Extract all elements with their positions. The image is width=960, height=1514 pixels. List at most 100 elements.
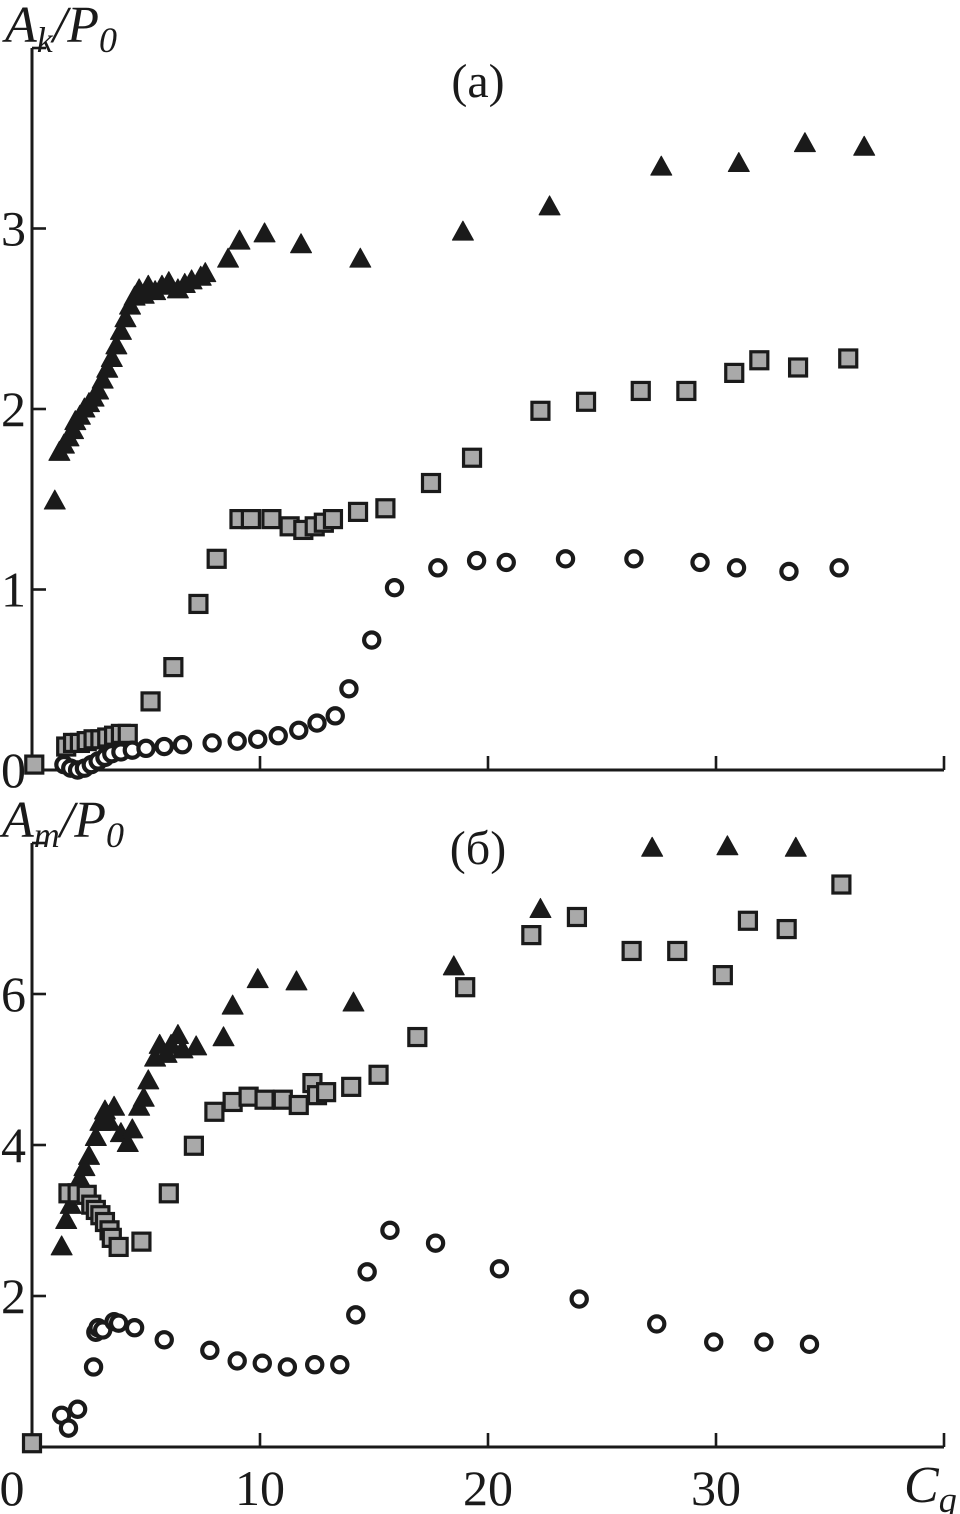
x-tick-label: 30 <box>691 1460 741 1514</box>
triangle-marker <box>285 970 308 991</box>
triangle-marker <box>105 334 128 355</box>
circle-marker <box>305 1355 325 1375</box>
triangle-marker <box>349 247 372 268</box>
square-marker <box>787 357 809 378</box>
square-marker <box>188 593 209 615</box>
square-marker <box>724 362 745 383</box>
x-tick-label: 10 <box>235 1460 285 1514</box>
square-marker <box>140 691 161 712</box>
triangle-marker <box>43 489 66 510</box>
circle-marker <box>704 1332 724 1352</box>
origin-label: 0 <box>0 1460 25 1514</box>
triangle-marker <box>290 233 313 254</box>
y-tick-label: 6 <box>1 966 26 1022</box>
circle-marker <box>754 1332 774 1352</box>
circle-marker <box>172 735 193 755</box>
square-marker <box>630 380 651 402</box>
square-marker <box>737 910 759 931</box>
triangle-marker <box>246 968 269 989</box>
square-marker <box>347 501 369 522</box>
series-gray-squares <box>21 874 852 1454</box>
circle-marker <box>289 720 309 740</box>
square-marker <box>163 657 184 678</box>
triangle-marker <box>228 229 251 250</box>
circle-marker <box>496 552 516 573</box>
y-axis-title: Am/P0 <box>0 792 124 855</box>
square-marker <box>676 380 697 402</box>
square-marker <box>21 1433 43 1454</box>
square-marker <box>322 509 344 530</box>
circle-marker <box>200 1340 220 1361</box>
origin-label: 0 <box>1 742 26 798</box>
circle-marker <box>154 1330 174 1350</box>
circle-marker <box>136 738 156 759</box>
square-marker <box>341 1076 362 1097</box>
square-marker <box>621 940 642 962</box>
circle-marker <box>425 1233 446 1253</box>
circle-marker <box>489 1259 510 1279</box>
triangle-marker <box>116 1131 139 1152</box>
circle-marker <box>466 550 487 571</box>
x-tick-label: 20 <box>463 1460 513 1514</box>
square-marker <box>530 400 551 421</box>
triangle-marker <box>538 195 561 216</box>
square-marker <box>261 509 282 530</box>
square-marker <box>838 348 859 369</box>
circle-marker <box>67 1399 88 1419</box>
circle-marker <box>83 1357 104 1377</box>
circle-marker <box>555 549 576 569</box>
circle-marker <box>268 726 288 746</box>
square-marker <box>407 1026 428 1048</box>
circle-marker <box>252 1353 272 1373</box>
triangle-marker <box>217 247 240 268</box>
series-open-circles <box>54 549 849 780</box>
triangle-marker <box>100 346 123 367</box>
square-marker <box>183 1135 204 1156</box>
square-marker <box>776 918 797 940</box>
panel-a: 1 2 3 0 Ak/P0 (a) <box>1 0 946 798</box>
triangle-marker <box>137 1069 160 1090</box>
square-marker <box>566 906 588 928</box>
square-marker <box>117 723 138 745</box>
square-marker <box>375 498 396 519</box>
square-marker <box>575 391 597 412</box>
square-marker <box>24 754 45 775</box>
circle-marker <box>248 729 268 750</box>
circle-marker <box>330 1355 350 1375</box>
triangle-marker <box>91 368 114 389</box>
y-tick-label: 2 <box>1 381 26 437</box>
square-marker <box>240 509 261 530</box>
triangle-marker <box>529 897 552 918</box>
triangle-marker <box>121 1118 144 1139</box>
circle-marker <box>647 1314 667 1334</box>
triangle-marker <box>784 836 807 857</box>
triangle-marker <box>84 1125 107 1146</box>
circle-marker <box>428 558 448 578</box>
triangle-marker <box>166 1024 189 1045</box>
circle-marker <box>346 1305 366 1325</box>
triangle-marker <box>59 1193 82 1214</box>
triangle-marker <box>98 1110 121 1131</box>
triangle-marker <box>793 132 816 153</box>
panel-b: 2 4 6 10 20 30 0 Am/P0 (б) Cq <box>0 792 957 1514</box>
circle-marker <box>58 1418 79 1438</box>
square-marker <box>461 447 483 468</box>
square-marker <box>158 1183 179 1204</box>
triangle-marker <box>194 262 217 283</box>
square-marker <box>368 1064 389 1085</box>
y-tick-label: 1 <box>1 562 26 618</box>
circle-marker <box>154 736 174 757</box>
circle-marker <box>726 558 747 578</box>
series-open-circles <box>51 1220 820 1438</box>
circle-marker <box>569 1289 589 1309</box>
triangle-marker <box>221 994 244 1015</box>
square-marker <box>206 548 227 569</box>
square-marker <box>254 1089 275 1110</box>
square-marker <box>831 874 852 895</box>
x-axis-title: Cq <box>904 1457 957 1514</box>
triangle-marker <box>253 222 276 243</box>
triangle-marker <box>109 319 132 340</box>
square-marker <box>204 1101 225 1122</box>
square-marker <box>288 1094 309 1116</box>
